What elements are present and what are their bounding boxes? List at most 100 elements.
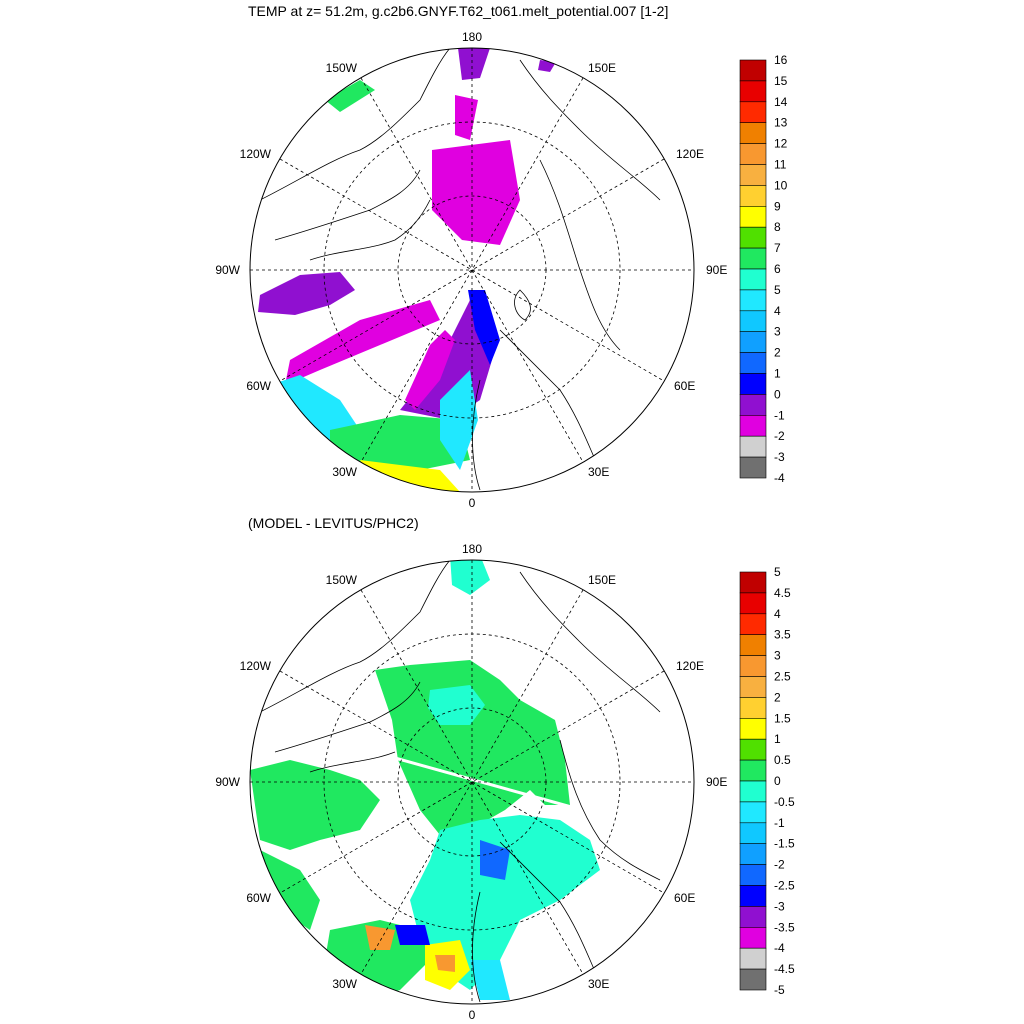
colorbar-swatch [739,80,767,103]
colorbar-tick-label: -2 [774,429,785,443]
colorbar-tick-label: -3 [774,899,785,913]
colorbar-tick-label: 4 [774,304,781,318]
colorbar-tick-label: -1 [774,408,785,422]
lon-label: 120E [676,659,704,673]
top-coastlines [259,48,661,491]
lon-label: 60E [674,379,695,393]
colorbar-tick-label: 1 [774,732,781,746]
bottom-coastlines [259,560,661,1003]
colorbar-swatch [739,373,767,395]
colorbar-tick-label: 5 [774,565,781,579]
colorbar-swatch [739,435,767,458]
field-region [458,48,490,80]
colorbar-swatch [739,352,767,374]
bottom-panel-title: (MODEL - LEVITUS/PHC2) [248,515,419,531]
colorbar-swatch [739,456,767,479]
colorbar-swatch [739,571,767,594]
colorbar-swatch [739,759,767,782]
colorbar-swatch [739,906,767,928]
bottom-longitude-labels: 180 150E 120E 90E 60E 30E 0 30W 60W 90W … [215,542,727,1022]
bottom-polar-map: 180 150E 120E 90E 60E 30E 0 30W 60W 90W … [215,542,795,1022]
colorbar-swatch [739,676,767,698]
colorbar-tick-label: -4.5 [774,962,795,976]
lon-label: 60E [674,891,695,905]
colorbar-swatch [739,206,767,228]
colorbar-tick-label: 2 [774,690,781,704]
field-region [450,560,490,595]
field-region [365,925,395,950]
field-region [285,300,440,385]
top-map-border [249,47,695,493]
lon-label: 150W [326,573,358,587]
field-region [455,95,478,140]
colorbar-swatch [739,717,767,740]
colorbar-swatch [739,394,767,416]
colorbar-tick-label: 1.5 [774,711,791,725]
lon-label: 30W [332,977,357,991]
colorbar-swatch [739,822,767,844]
field-region [258,272,355,315]
colorbar-tick-label: 7 [774,241,781,255]
colorbar-swatch [739,634,767,656]
colorbar-swatch [739,414,767,437]
field-region [435,955,455,972]
bottom-graticule [250,560,694,1004]
colorbar-swatch [739,143,767,165]
lon-label: 0 [469,1008,476,1022]
colorbar-swatch [739,122,767,144]
colorbar-tick-label: 10 [774,178,788,192]
lon-label: 30E [588,465,609,479]
bottom-map-border [249,559,695,1005]
lon-label: 180 [462,542,482,556]
colorbar-tick-label: -3.5 [774,920,795,934]
colorbar-tick-label: -0.5 [774,795,795,809]
colorbar-swatch [739,655,767,677]
lon-label: 0 [469,496,476,510]
field-region [480,840,510,880]
field-region [468,290,500,365]
lon-label: 180 [462,30,482,44]
colorbar-tick-label: 4.5 [774,586,791,600]
colorbar-swatch [739,864,767,886]
colorbar-tick-label: 0 [774,774,781,788]
field-region [330,415,470,470]
lon-label: 150E [588,573,616,587]
colorbar-tick-label: 2.5 [774,670,791,684]
colorbar-swatch [739,947,767,970]
colorbar-swatch [739,697,767,719]
bottom-field-fill [250,560,600,1000]
colorbar-tick-label: 16 [774,53,788,67]
lon-label: 60W [246,379,271,393]
lon-label: 30E [588,977,609,991]
colorbar-swatch [739,613,767,635]
lon-label: 120W [240,659,272,673]
colorbar-swatch [739,164,767,186]
colorbar-tick-label: 3.5 [774,628,791,642]
colorbar-tick-label: 3 [774,325,781,339]
lon-label: 150E [588,61,616,75]
colorbar-tick-label: 0.5 [774,753,791,767]
lon-label: 120W [240,147,272,161]
bottom-colorbar: 5 4.5 4 3.5 3 2.5 2 1.5 1 0.5 0 -0.5 -1 -1.5 -2 -2.5 -3 -… [739,565,795,997]
lon-label: 150W [326,61,358,75]
colorbar-tick-label: 11 [774,158,787,172]
colorbar-tick-label: 15 [774,74,788,88]
colorbar-tick-label: -2 [774,858,785,872]
field-region [325,80,375,112]
colorbar-tick-label: -4 [774,941,785,955]
colorbar-tick-label: 12 [774,137,788,151]
colorbar-tick-label: 2 [774,346,781,360]
top-graticule [250,48,694,492]
colorbar-tick-label: 3 [774,649,781,663]
colorbar-swatch [739,885,767,907]
colorbar-tick-label: 6 [774,262,781,276]
field-region [440,370,478,470]
top-panel-title: TEMP at z= 51.2m, g.c2b6.GNYF.T62_t061.m… [248,3,669,19]
field-region [538,60,556,72]
lon-label: 90W [215,263,240,277]
colorbar-tick-label: 9 [774,199,781,213]
lon-label: 120E [676,147,704,161]
lon-label: 90E [706,263,727,277]
